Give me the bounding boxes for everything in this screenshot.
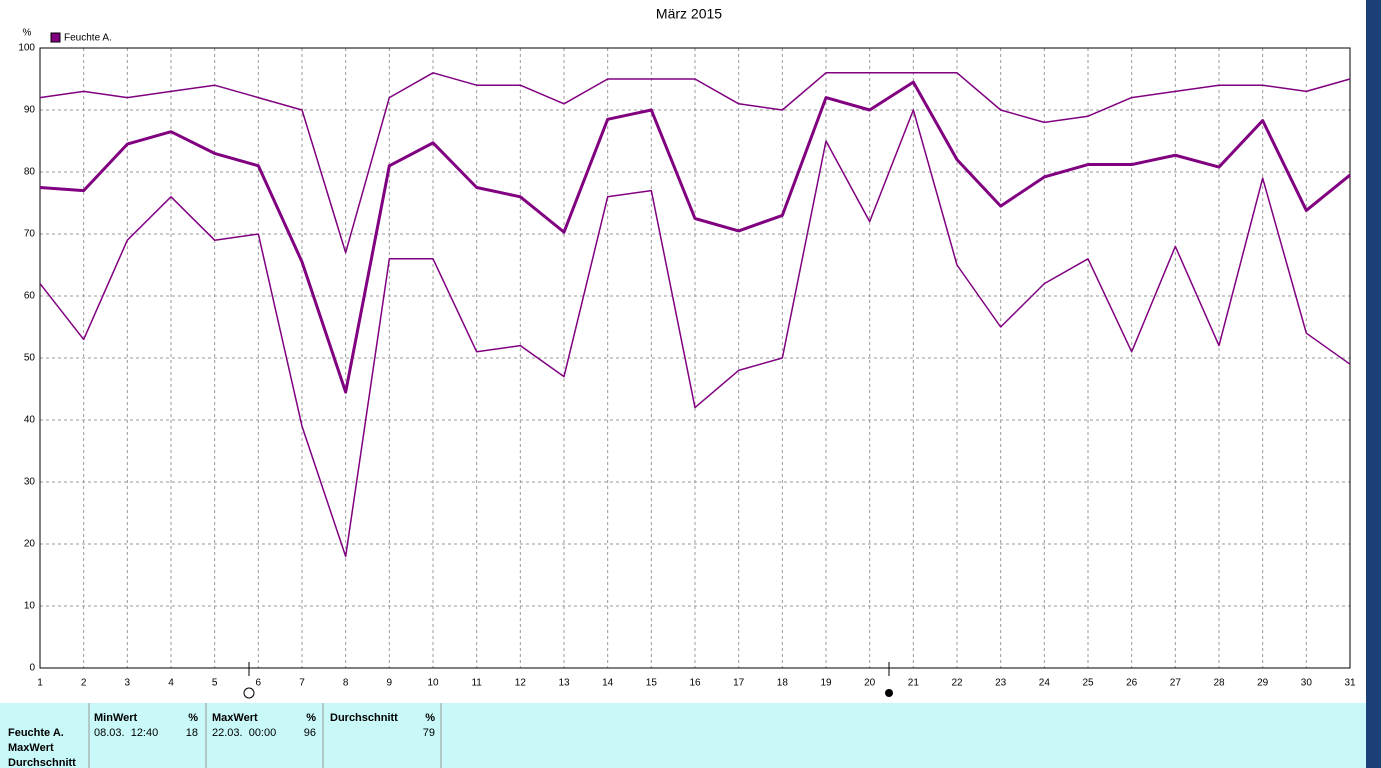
chart-title: März 2015	[656, 6, 722, 22]
x-tick-label: 21	[908, 678, 920, 689]
y-tick-label: 0	[29, 663, 35, 674]
y-tick-label: 20	[24, 539, 36, 550]
x-tick-label: 7	[299, 678, 305, 689]
humidity-line	[39, 109, 1351, 558]
column-time: 08.03. 12:40	[94, 727, 158, 739]
x-tick-label: 25	[1082, 678, 1094, 689]
x-tick-label: 27	[1170, 678, 1182, 689]
moon-icon	[885, 689, 893, 697]
panel-separators	[88, 703, 442, 768]
x-tick-label: 16	[689, 678, 701, 689]
x-tick-label: 6	[256, 678, 262, 689]
x-tick-label: 11	[471, 678, 482, 689]
column-value: 18	[186, 727, 198, 739]
x-tick-label: 2	[81, 678, 87, 689]
x-tick-label: 5	[212, 678, 218, 689]
stats-panel	[0, 703, 1366, 768]
y-tick-label: 10	[24, 601, 36, 612]
legend-swatch	[50, 32, 61, 43]
panel-columns: MinWert % 08.03. 12:40 18 MaxWert % 22.03. 00:…	[94, 712, 435, 739]
x-tick-label: 10	[427, 678, 439, 689]
x-tick-label: 15	[646, 678, 658, 689]
x-tick-label: 13	[558, 678, 570, 689]
row-label: Feuchte A.	[8, 727, 64, 739]
row-label: Durchschnitt	[8, 757, 76, 768]
y-tick-label: 40	[24, 415, 36, 426]
x-tick-label: 17	[733, 678, 745, 689]
x-tick-label: 20	[864, 678, 876, 689]
legend-label: Feuchte A.	[64, 33, 112, 44]
column-header: MinWert	[94, 712, 138, 724]
x-tick-label: 24	[1039, 678, 1051, 689]
y-unit: %	[23, 28, 32, 39]
x-tick-label: 30	[1301, 678, 1313, 689]
y-tick-label: 60	[24, 291, 36, 302]
x-tick-label: 19	[820, 678, 832, 689]
humidity-line	[39, 80, 1351, 394]
x-tick-label: 28	[1213, 678, 1225, 689]
x-tick-label: 14	[602, 678, 614, 689]
x-tick-label: 22	[951, 678, 963, 689]
y-tick-label: 80	[24, 167, 36, 178]
column-value: 79	[423, 727, 435, 739]
x-tick-label: 23	[995, 678, 1007, 689]
plot-border	[39, 47, 1351, 669]
x-tick-label: 12	[515, 678, 527, 689]
moon-icon	[243, 687, 255, 699]
row-label: MaxWert	[8, 742, 54, 754]
x-tick-label: 4	[168, 678, 174, 689]
column-value: 96	[304, 727, 316, 739]
x-tick-label: 9	[387, 678, 393, 689]
column-unit: %	[425, 712, 435, 724]
plot	[39, 47, 1351, 669]
column-unit: %	[188, 712, 198, 724]
y-tick-label: 70	[24, 229, 36, 240]
x-tick-label: 31	[1344, 678, 1356, 689]
x-tick-label: 3	[125, 678, 131, 689]
x-tick-label: 8	[343, 678, 349, 689]
y-tick-label: 100	[18, 43, 35, 54]
column-time: 22.03. 00:00	[212, 727, 276, 739]
x-tick-label: 1	[37, 678, 43, 689]
column-header: MaxWert	[212, 712, 258, 724]
column-header: Durchschnitt	[330, 712, 398, 724]
window-edge	[1366, 0, 1381, 768]
x-tick-label: 29	[1257, 678, 1269, 689]
y-tick-label: 30	[24, 477, 36, 488]
y-tick-label: 90	[24, 105, 36, 116]
humidity-line	[39, 72, 1351, 254]
column-unit: %	[306, 712, 316, 724]
x-tick-label: 18	[777, 678, 789, 689]
y-tick-label: 50	[24, 353, 36, 364]
x-tick-label: 26	[1126, 678, 1138, 689]
